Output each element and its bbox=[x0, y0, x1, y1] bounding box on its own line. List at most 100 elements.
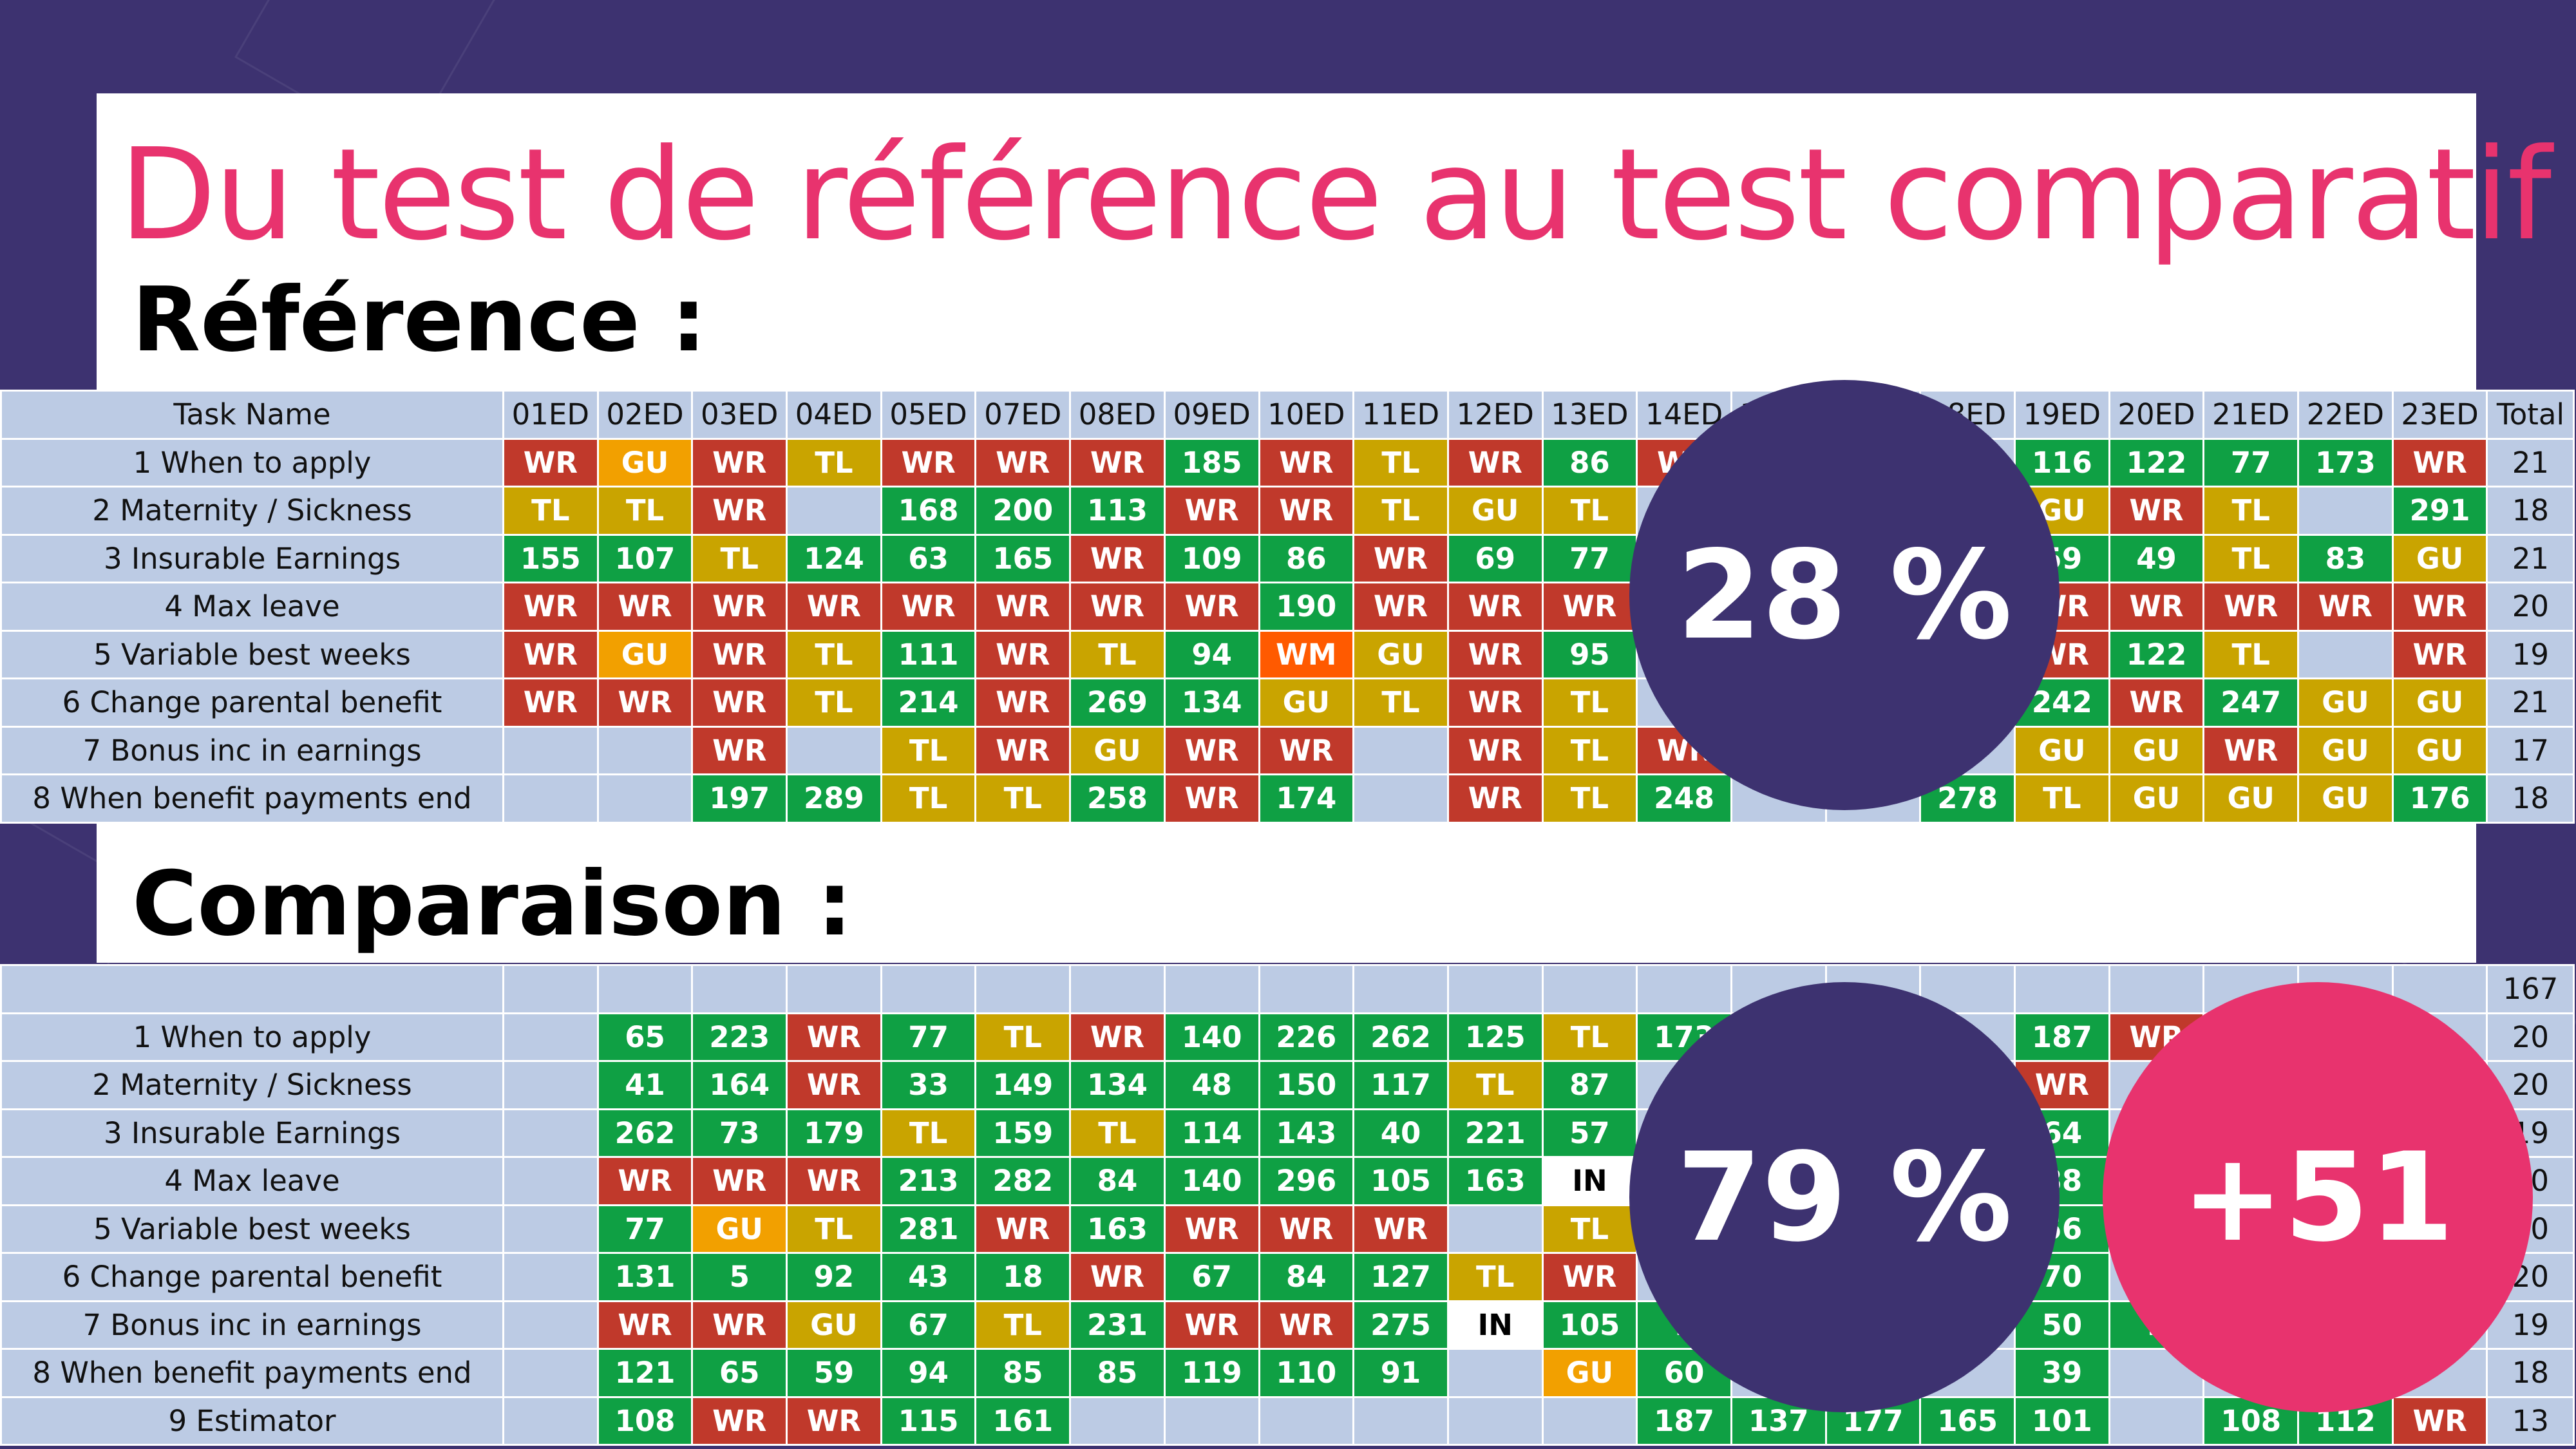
result-cell: 67 bbox=[1163, 1252, 1260, 1302]
result-cell: WR bbox=[1069, 533, 1166, 583]
result-cell: TL bbox=[2202, 533, 2300, 583]
result-cell: WR bbox=[1163, 1204, 1260, 1254]
task-name-header bbox=[0, 964, 504, 1014]
edition-header: 04ED bbox=[786, 390, 882, 440]
total-cell: 21 bbox=[2486, 437, 2575, 488]
result-cell: TL bbox=[1352, 677, 1449, 728]
result-cell bbox=[1352, 773, 1449, 824]
result-cell: 179 bbox=[786, 1108, 882, 1158]
result-cell: WR bbox=[596, 1300, 694, 1350]
result-cell: WR bbox=[1446, 725, 1544, 775]
table-row: 1 When to apply WR GU WR TL WR WR WR 185 WR TL WR 86… bbox=[0, 437, 2575, 488]
task-name-cell: 2 Maternity / Sickness bbox=[0, 1060, 504, 1110]
task-name-cell: 5 Variable best weeks bbox=[0, 629, 504, 679]
table-row: 9 Estimator 108 WR WR 115 161 187 137 177 165 101 1… bbox=[0, 1396, 2575, 1446]
result-cell: WR bbox=[2391, 1396, 2488, 1446]
result-cell: TL bbox=[786, 677, 882, 728]
result-cell: WR bbox=[1069, 437, 1166, 488]
result-cell: 269 bbox=[1069, 677, 1166, 728]
result-cell: 190 bbox=[1258, 582, 1355, 632]
result-cell: 258 bbox=[1069, 773, 1166, 824]
result-cell: WR bbox=[691, 677, 788, 728]
table-row: 4 Max leave WR WR WR WR WR WR WR WR 190 WR WR WR WR WR… bbox=[0, 582, 2575, 632]
edition-header bbox=[596, 964, 694, 1014]
result-cell: 60 bbox=[1636, 1348, 1732, 1398]
edition-header bbox=[2014, 964, 2110, 1014]
result-cell: WR bbox=[1446, 677, 1544, 728]
total-cell: 13 bbox=[2486, 1396, 2575, 1446]
result-cell: WR bbox=[1163, 1300, 1260, 1350]
result-cell: WR bbox=[1541, 1252, 1638, 1302]
result-cell: WR bbox=[596, 677, 694, 728]
result-cell: 63 bbox=[880, 533, 977, 583]
result-cell: TL bbox=[786, 629, 882, 679]
result-cell: 113 bbox=[1069, 486, 1166, 536]
result-cell: 77 bbox=[880, 1012, 977, 1062]
result-cell: 77 bbox=[596, 1204, 694, 1254]
result-cell: GU bbox=[2108, 773, 2205, 824]
result-cell: GU bbox=[691, 1204, 788, 1254]
result-cell: WR bbox=[691, 437, 788, 488]
edition-header bbox=[2108, 964, 2205, 1014]
task-name-cell: 4 Max leave bbox=[0, 1156, 504, 1206]
result-cell: TL bbox=[1352, 437, 1449, 488]
result-cell: 289 bbox=[786, 773, 882, 824]
comparison-score-badge: 79 % bbox=[1629, 982, 2060, 1412]
result-cell: WR bbox=[786, 1396, 882, 1446]
edition-header: 02ED bbox=[596, 390, 694, 440]
result-cell: TL bbox=[2014, 773, 2110, 824]
result-cell: 161 bbox=[974, 1396, 1072, 1446]
result-cell: TL bbox=[1541, 486, 1638, 536]
result-cell: WR bbox=[1163, 582, 1260, 632]
result-cell: 281 bbox=[880, 1204, 977, 1254]
result-cell: 124 bbox=[786, 533, 882, 583]
edition-header: 21ED bbox=[2202, 390, 2300, 440]
result-cell: WR bbox=[2202, 725, 2300, 775]
result-cell bbox=[502, 1204, 599, 1254]
result-cell: GU bbox=[2202, 773, 2300, 824]
result-cell: WR bbox=[880, 437, 977, 488]
result-cell: TL bbox=[786, 1204, 882, 1254]
result-cell: 107 bbox=[596, 533, 694, 583]
title-panel bbox=[97, 93, 2476, 393]
result-cell bbox=[786, 725, 882, 775]
result-cell: IN bbox=[1541, 1156, 1638, 1206]
result-cell: TL bbox=[1069, 629, 1166, 679]
result-cell bbox=[2108, 1396, 2205, 1446]
result-cell: WR bbox=[691, 486, 788, 536]
edition-header bbox=[1541, 964, 1638, 1014]
result-cell: TL bbox=[880, 1108, 977, 1158]
result-cell: 43 bbox=[880, 1252, 977, 1302]
result-cell: 119 bbox=[1163, 1348, 1260, 1398]
task-name-cell: 4 Max leave bbox=[0, 582, 504, 632]
result-cell: 125 bbox=[1446, 1012, 1544, 1062]
edition-header: 01ED bbox=[502, 390, 599, 440]
edition-header: 07ED bbox=[974, 390, 1072, 440]
result-cell: 57 bbox=[1541, 1108, 1638, 1158]
result-cell: WR bbox=[974, 725, 1072, 775]
table-row: 5 Variable best weeks WR GU WR TL 111 WR TL 94 WM… bbox=[0, 629, 2575, 679]
result-cell: 92 bbox=[786, 1252, 882, 1302]
result-cell: 213 bbox=[880, 1156, 977, 1206]
result-cell: 165 bbox=[1919, 1396, 2016, 1446]
result-cell: 59 bbox=[786, 1348, 882, 1398]
result-cell: TL bbox=[974, 1012, 1072, 1062]
comparison-score-value: 79 % bbox=[1676, 1126, 2012, 1269]
edition-header: 05ED bbox=[880, 390, 977, 440]
result-cell: TL bbox=[1541, 677, 1638, 728]
result-cell: 137 bbox=[1730, 1396, 1827, 1446]
task-name-cell: 9 Estimator bbox=[0, 1396, 504, 1446]
result-cell: TL bbox=[1446, 1060, 1544, 1110]
edition-header: 10ED bbox=[1258, 390, 1355, 440]
result-cell: WR bbox=[2202, 582, 2300, 632]
result-cell: GU bbox=[2297, 677, 2394, 728]
result-cell: 185 bbox=[1163, 437, 1260, 488]
result-cell: 83 bbox=[2297, 533, 2394, 583]
result-cell: TL bbox=[502, 486, 599, 536]
result-cell: 85 bbox=[1069, 1348, 1166, 1398]
task-name-cell: 1 When to apply bbox=[0, 437, 504, 488]
total-header: 167 bbox=[2486, 964, 2575, 1014]
edition-header bbox=[1258, 964, 1355, 1014]
result-cell: GU bbox=[2297, 773, 2394, 824]
edition-header bbox=[974, 964, 1072, 1014]
